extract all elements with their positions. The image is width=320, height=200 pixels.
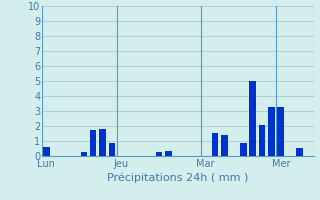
Bar — [240, 142, 246, 156]
Bar — [212, 133, 218, 156]
Bar — [109, 142, 115, 156]
X-axis label: Précipitations 24h ( mm ): Précipitations 24h ( mm ) — [107, 173, 248, 183]
Bar — [90, 130, 96, 156]
Bar — [296, 148, 303, 156]
Bar — [43, 147, 50, 156]
Bar — [165, 151, 172, 156]
Bar — [99, 129, 106, 156]
Bar — [249, 81, 256, 156]
Bar — [221, 135, 228, 156]
Bar — [268, 106, 275, 156]
Bar — [156, 152, 162, 156]
Bar — [81, 152, 87, 156]
Bar — [259, 124, 265, 156]
Bar — [277, 106, 284, 156]
